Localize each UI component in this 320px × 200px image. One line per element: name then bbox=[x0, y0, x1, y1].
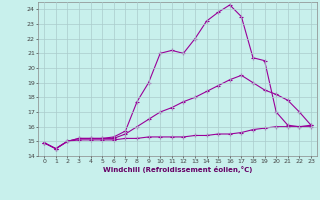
X-axis label: Windchill (Refroidissement éolien,°C): Windchill (Refroidissement éolien,°C) bbox=[103, 166, 252, 173]
